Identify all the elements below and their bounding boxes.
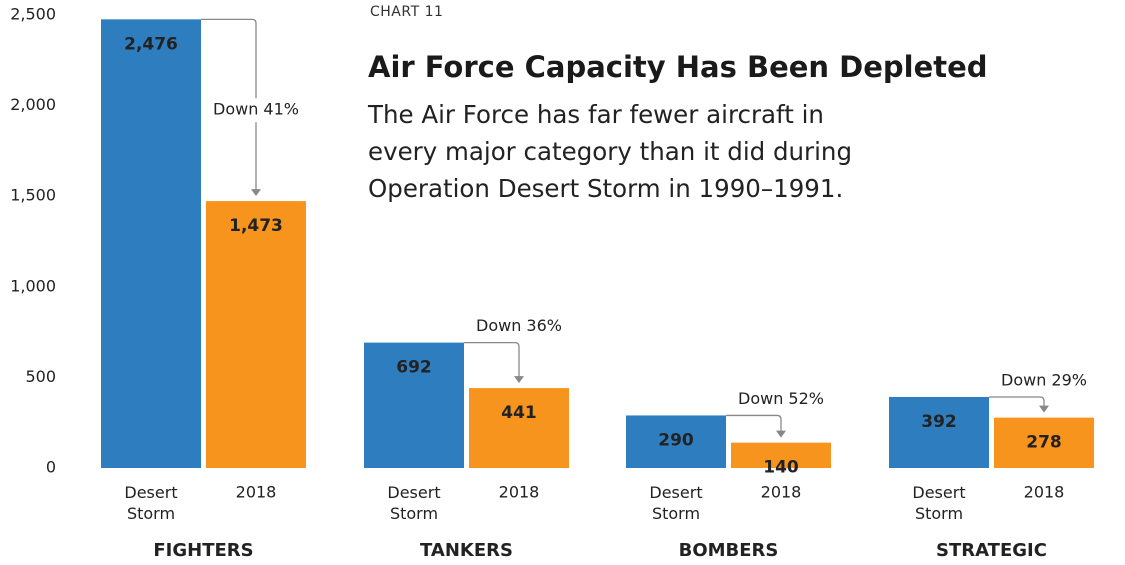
value-label: 441 xyxy=(501,403,537,423)
annotation-arrow xyxy=(989,396,1045,410)
arrow-head xyxy=(251,189,261,197)
arrow-head xyxy=(514,376,524,384)
series-label: 2018 xyxy=(236,483,277,502)
y-tick-label: 2,500 xyxy=(10,5,56,24)
bar xyxy=(889,396,989,468)
chart-title: Air Force Capacity Has Been Depleted xyxy=(368,50,988,84)
annotation: Down 36% xyxy=(476,316,562,335)
bar xyxy=(994,417,1094,468)
annotation: Down 41% xyxy=(213,100,299,119)
series-label: Desert Storm xyxy=(912,483,965,523)
category-label: FIGHTERS xyxy=(153,540,253,561)
value-label: 290 xyxy=(658,430,694,450)
series-label: Desert Storm xyxy=(387,483,440,523)
bar xyxy=(364,342,464,468)
arrow-head xyxy=(776,430,786,438)
y-tick-label: 500 xyxy=(25,367,56,386)
value-label: 392 xyxy=(921,412,957,432)
kicker: CHART 11 xyxy=(370,4,444,20)
annotation-arrow xyxy=(464,341,520,381)
value-label: 2,476 xyxy=(124,34,178,54)
bar xyxy=(469,388,569,468)
value-label: 140 xyxy=(763,458,799,478)
annotation: Down 52% xyxy=(738,389,824,408)
y-tick-label: 1,500 xyxy=(10,186,56,205)
value-label: 278 xyxy=(1026,433,1062,453)
annotation-arrow xyxy=(201,18,257,194)
series-label: Desert Storm xyxy=(124,483,177,523)
series-label: 2018 xyxy=(761,483,802,502)
chart-subtitle: The Air Force has far fewer aircraft in … xyxy=(368,100,853,203)
series-label: 2018 xyxy=(1024,483,1065,502)
annotation: Down 29% xyxy=(1001,370,1087,389)
bar xyxy=(626,415,726,468)
y-tick-label: 0 xyxy=(46,458,56,477)
bar xyxy=(101,19,201,468)
y-tick-label: 1,000 xyxy=(10,276,56,295)
category-label: TANKERS xyxy=(420,540,513,561)
category-label: STRATEGIC xyxy=(936,540,1047,561)
value-label: 1,473 xyxy=(229,216,283,236)
annotation-arrow xyxy=(726,414,782,435)
bar xyxy=(206,201,306,468)
category-label: BOMBERS xyxy=(679,540,779,561)
annotation-bg xyxy=(208,98,304,123)
value-label: 692 xyxy=(396,358,432,378)
series-label: 2018 xyxy=(499,483,540,502)
y-tick-label: 2,000 xyxy=(10,95,56,114)
bar xyxy=(731,442,831,468)
arrow-head xyxy=(1039,405,1049,413)
series-label: Desert Storm xyxy=(649,483,702,523)
